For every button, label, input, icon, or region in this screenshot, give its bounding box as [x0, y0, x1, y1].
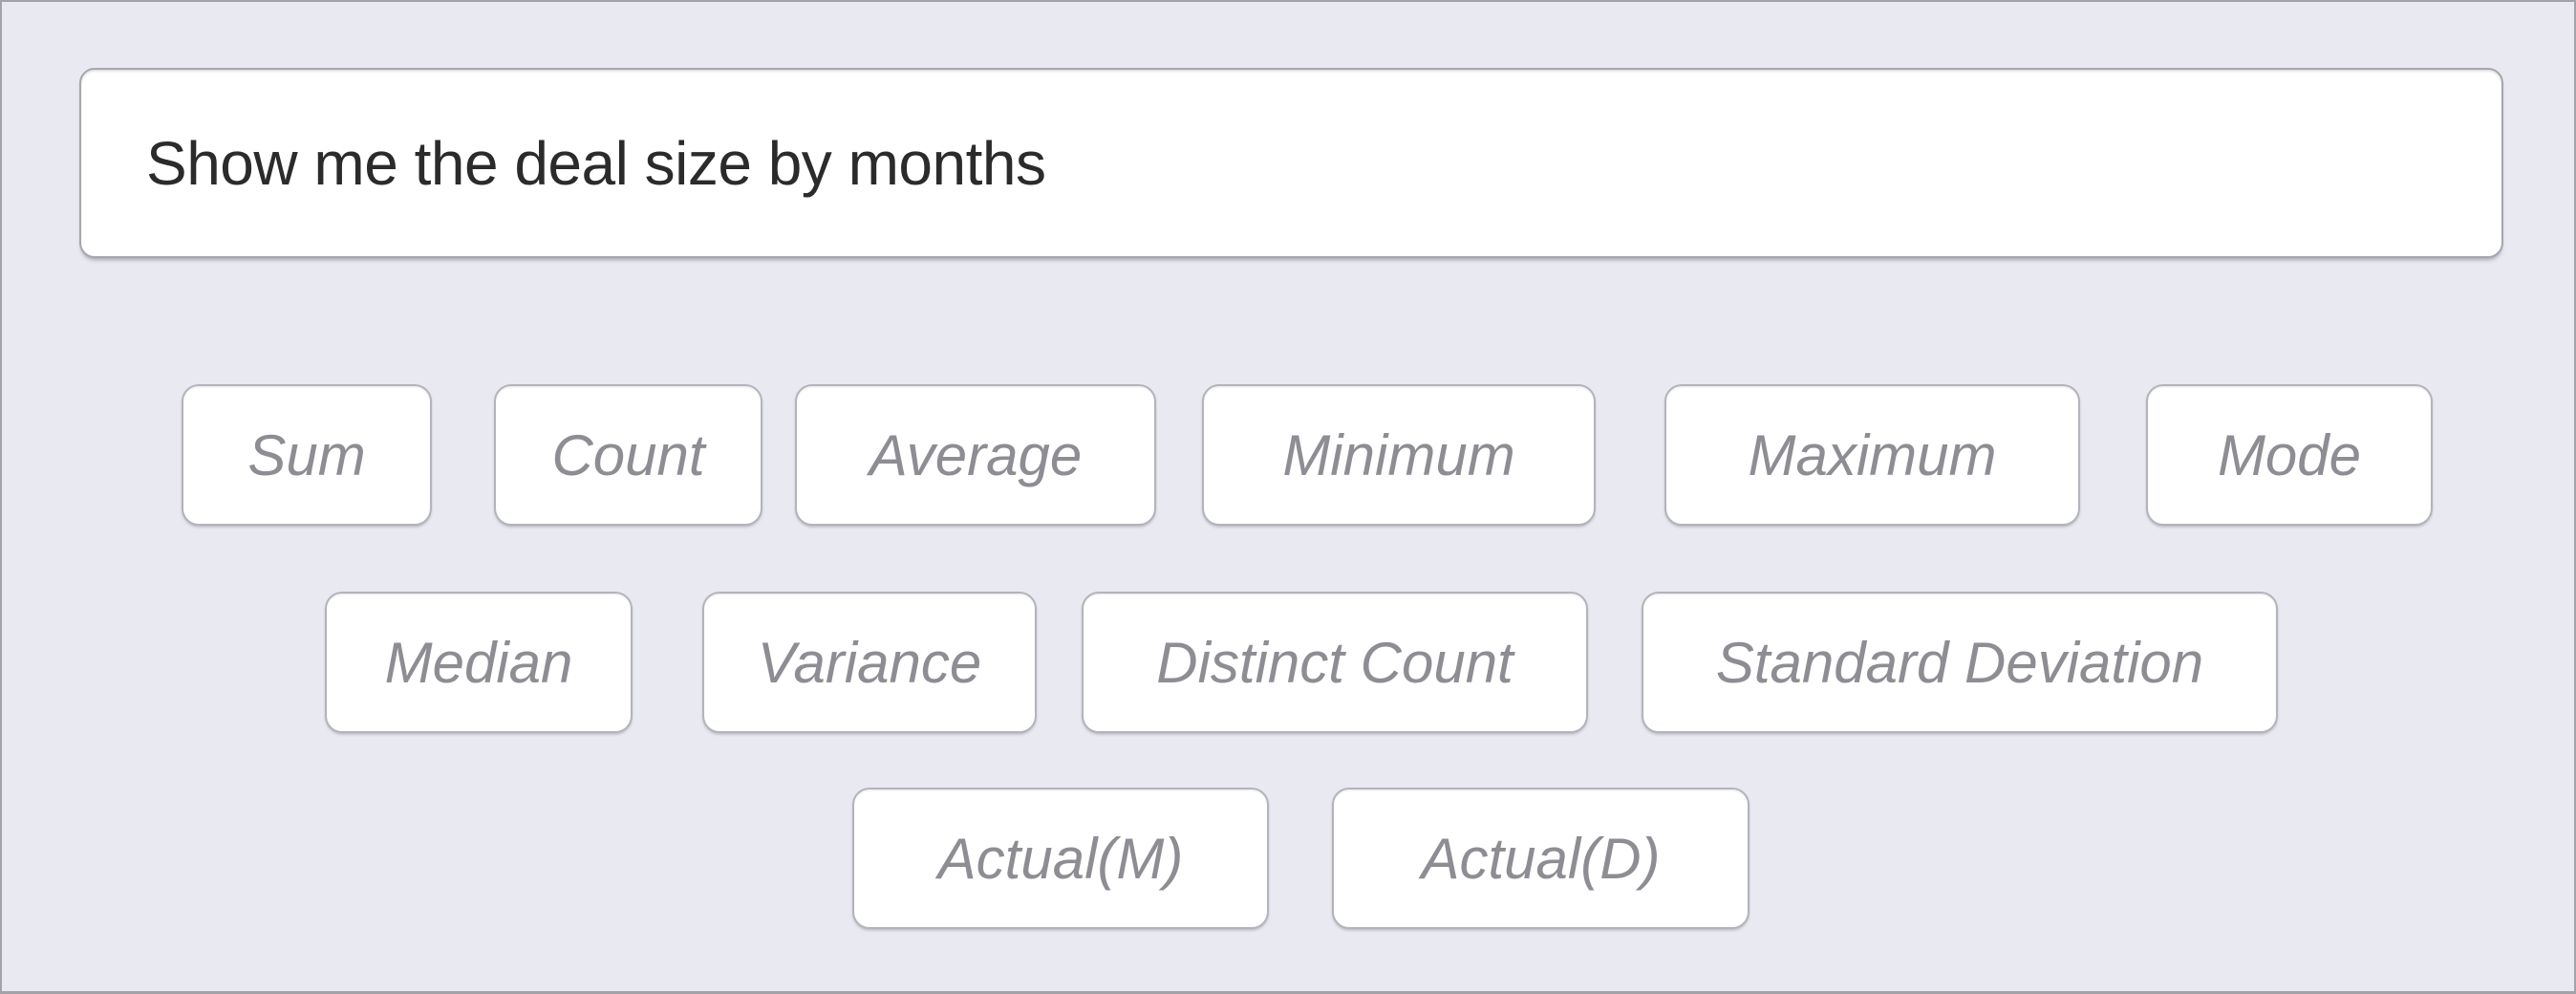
- suggestion-chip-sum-label: Sum: [247, 422, 366, 487]
- suggestion-chip-variance-label: Variance: [757, 630, 982, 695]
- suggestion-chip-distinct-count-label: Distinct Count: [1156, 630, 1513, 695]
- suggestion-chip-average-label: Average: [869, 422, 1083, 487]
- suggestion-chip-maximum[interactable]: Maximum: [1664, 384, 2080, 526]
- query-input-value: Show me the deal size by months: [146, 128, 1046, 198]
- suggestion-chip-sum[interactable]: Sum: [182, 384, 432, 526]
- suggestion-chip-variance[interactable]: Variance: [702, 592, 1037, 733]
- suggestion-chip-maximum-label: Maximum: [1748, 422, 1997, 487]
- suggestion-chip-standard-deviation[interactable]: Standard Deviation: [1642, 592, 2278, 733]
- suggestion-chip-standard-deviation-label: Standard Deviation: [1715, 630, 2204, 695]
- suggestion-chip-actual-d-label: Actual(D): [1421, 826, 1661, 891]
- suggestion-chip-distinct-count[interactable]: Distinct Count: [1082, 592, 1588, 733]
- suggestion-chip-actual-d[interactable]: Actual(D): [1332, 788, 1750, 929]
- suggestion-chip-median[interactable]: Median: [325, 592, 633, 733]
- suggestion-chip-actual-m-label: Actual(M): [937, 826, 1184, 891]
- suggestion-chip-minimum-label: Minimum: [1282, 422, 1515, 487]
- suggestion-chip-actual-m[interactable]: Actual(M): [852, 788, 1269, 929]
- suggestion-chip-count-label: Count: [551, 422, 705, 487]
- query-input[interactable]: Show me the deal size by months: [79, 68, 2503, 258]
- suggestion-chip-minimum[interactable]: Minimum: [1202, 384, 1596, 526]
- suggestion-chip-mode[interactable]: Mode: [2146, 384, 2433, 526]
- suggestion-chip-average[interactable]: Average: [795, 384, 1156, 526]
- suggestion-chip-mode-label: Mode: [2217, 422, 2362, 487]
- suggestion-chip-median-label: Median: [384, 630, 573, 695]
- suggestion-chip-count[interactable]: Count: [494, 384, 762, 526]
